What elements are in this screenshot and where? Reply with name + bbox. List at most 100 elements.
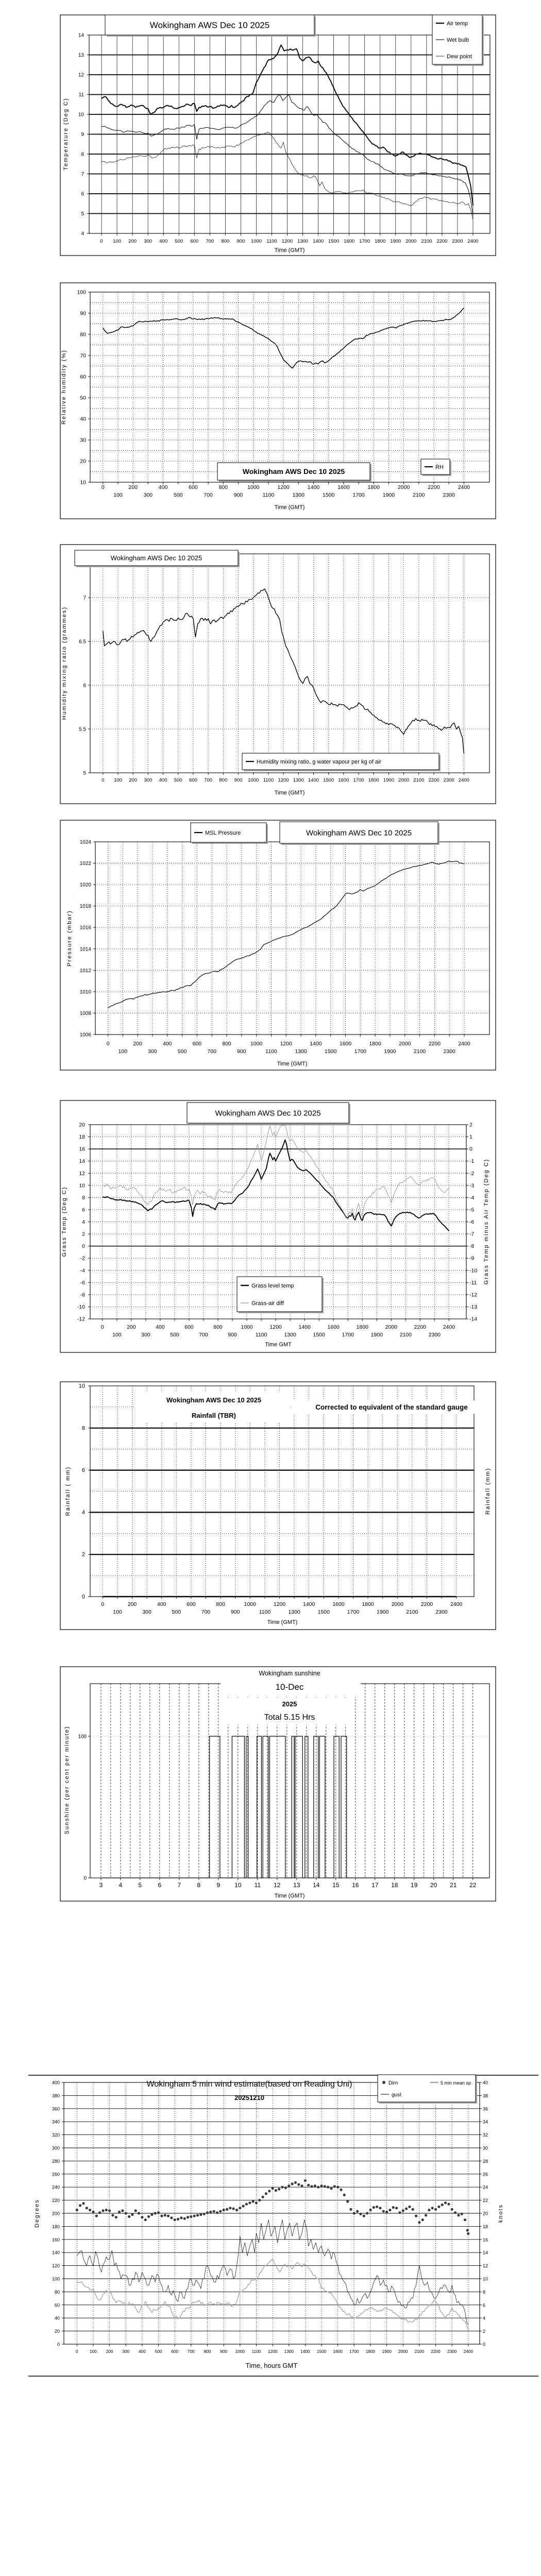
- x-tick-label: 1700: [359, 239, 370, 244]
- data-point: [303, 2179, 307, 2182]
- x-tick-label: 2300: [429, 1332, 441, 1338]
- y-tick-label: -12: [77, 1316, 85, 1323]
- x-tick-label: 1000: [248, 777, 259, 783]
- gridlines: [64, 2082, 480, 2344]
- x-tick-label: 1000: [235, 2349, 245, 2354]
- x-tick-label: 10: [234, 1882, 242, 1889]
- data-point: [278, 2188, 281, 2191]
- x-axis-title: Time (GMT): [267, 1619, 298, 1625]
- y2-tick-label: -4: [469, 1195, 474, 1201]
- series-group: [75, 2179, 470, 2330]
- plot-area: [95, 842, 489, 1035]
- y2-tick-label: 22: [483, 2198, 488, 2203]
- x-tick-label: 1200: [280, 1041, 293, 1047]
- data-point: [401, 2209, 404, 2212]
- x-tick-label: 200: [128, 1601, 137, 1607]
- x-tick-label: 1500: [313, 1332, 325, 1338]
- x-tick-label: 1400: [308, 777, 319, 783]
- y-tick-label: 9: [81, 132, 84, 138]
- data-point: [95, 2214, 98, 2217]
- x-tick-label: 1600: [333, 2349, 343, 2354]
- legend-box: [190, 822, 267, 843]
- x-tick-label: 100: [112, 1332, 122, 1338]
- x-axis-title: Time (GMT): [275, 790, 305, 796]
- data-point: [160, 2214, 163, 2217]
- x-tick-label: 2300: [444, 1048, 456, 1055]
- data-point: [297, 2183, 300, 2186]
- title-box: [105, 14, 315, 36]
- data-point: [333, 2185, 336, 2188]
- chart-rainfall: 0246810010020030040050060070080090010001…: [60, 1381, 496, 1630]
- y-tick-label: 18: [79, 1134, 85, 1140]
- x-tick-label: 2200: [431, 2349, 441, 2354]
- y2-tick-label: -10: [469, 1267, 477, 1274]
- legend-label: 5 min mean sp: [441, 2080, 471, 2086]
- x-tick-label: 300: [148, 1048, 157, 1055]
- y2-tick-label: 16: [483, 2237, 488, 2242]
- y-tick-label: 7: [81, 172, 84, 177]
- y2-tick-label: -11: [469, 1280, 477, 1286]
- x-tick-label: 8: [197, 1882, 201, 1889]
- chart-date: 10-Dec: [276, 1682, 304, 1692]
- x-tick-label: 200: [127, 1324, 136, 1330]
- y-tick-label: 11: [79, 92, 84, 98]
- x-tick-label: 1000: [250, 1041, 263, 1047]
- y-tick-label: 60: [55, 2302, 60, 2308]
- x-tick-label: 1900: [382, 2349, 392, 2354]
- data-point: [154, 2212, 157, 2215]
- chart-title: Wokingham AWS Dec 10 2025: [215, 1109, 320, 1117]
- y-axis-title: Humidity mixing ratio (grammes): [61, 606, 67, 720]
- x-tick-label: 700: [188, 2349, 195, 2354]
- y2-tick-label: 1: [469, 1134, 472, 1140]
- y-axis-title: Sunshine (per cent per minute): [64, 1725, 70, 1834]
- y-tick-label: 0: [82, 1243, 85, 1249]
- y-tick-label: 100: [77, 290, 86, 296]
- y-tick-label: 5.5: [79, 727, 86, 733]
- y-tick-label: 1018: [80, 904, 92, 909]
- y-tick-label: 10: [79, 1182, 85, 1189]
- x-tick-label: 600: [190, 239, 198, 244]
- series-grass-air-diff: [102, 1124, 449, 1217]
- x-tick-label: 1500: [328, 239, 339, 244]
- data-point: [215, 2211, 219, 2214]
- y-tick-label: 1024: [80, 840, 92, 845]
- x-tick-label: 900: [228, 1332, 237, 1338]
- series-group: [102, 1124, 450, 1231]
- x-tick-label: 1900: [383, 777, 394, 783]
- y2-tick-label: -2: [469, 1171, 474, 1177]
- y-tick-label: 20: [55, 2329, 60, 2334]
- x-tick-label: 1200: [269, 1324, 282, 1330]
- y-tick-label: 40: [80, 416, 86, 422]
- data-point: [190, 2215, 193, 2218]
- x-tick-label: 1400: [310, 1041, 322, 1047]
- x-tick-label: 700: [206, 239, 214, 244]
- y-tick-label: 100: [78, 1734, 87, 1740]
- x-tick-label: 1400: [303, 1601, 315, 1607]
- y-tick-label: -2: [80, 1256, 85, 1262]
- data-point: [92, 2210, 95, 2214]
- y-tick-label: 16: [79, 1146, 85, 1153]
- y-tick-label: 10: [79, 1383, 85, 1389]
- y2-tick-label: -7: [469, 1231, 474, 1238]
- x-tick-label: 600: [189, 777, 197, 783]
- title-box: [279, 821, 438, 844]
- data-point: [166, 2214, 170, 2217]
- data-point: [408, 2205, 411, 2208]
- y-tick-label: 10: [80, 480, 86, 486]
- x-tick-label: 800: [222, 1041, 231, 1047]
- data-point: [163, 2214, 166, 2217]
- data-point: [421, 2218, 424, 2222]
- data-point: [450, 2208, 453, 2211]
- x-tick-label: 0: [107, 1041, 110, 1047]
- legend-label: MSL Pressure: [205, 830, 241, 836]
- data-point: [392, 2206, 395, 2209]
- data-point: [222, 2209, 225, 2212]
- data-point: [405, 2207, 408, 2210]
- x-tick-label: 0: [102, 777, 104, 783]
- data-point: [294, 2181, 297, 2184]
- x-tick-label: 1800: [375, 239, 385, 244]
- series-wet-bulb: [101, 94, 474, 216]
- data-point: [105, 2209, 108, 2212]
- x-tick-label: 1900: [377, 1609, 389, 1615]
- legend-box: [242, 753, 439, 770]
